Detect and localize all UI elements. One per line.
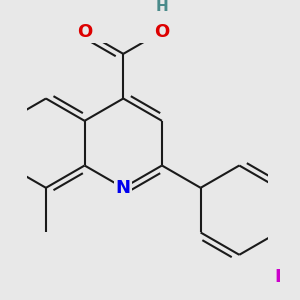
Text: H: H — [156, 0, 168, 14]
Text: O: O — [154, 22, 170, 40]
Text: I: I — [274, 268, 281, 286]
Text: N: N — [116, 179, 131, 197]
Text: O: O — [77, 22, 92, 40]
